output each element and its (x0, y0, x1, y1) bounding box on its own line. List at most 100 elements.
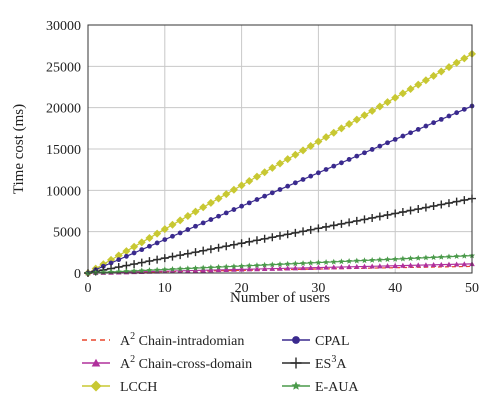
data-point (392, 137, 398, 142)
data-point (214, 194, 223, 203)
data-point (229, 185, 238, 194)
data-point (185, 227, 191, 232)
data-point (253, 262, 260, 268)
data-point (407, 262, 414, 268)
data-point (437, 200, 446, 209)
data-point (168, 220, 177, 229)
data-point (452, 197, 461, 206)
data-point (438, 261, 445, 267)
legend-label: A2 Chain-intradomian (120, 331, 244, 349)
data-point (154, 240, 160, 246)
y-tick-label: 15000 (46, 143, 81, 158)
y-tick-label: 0 (74, 267, 81, 282)
data-point (231, 207, 237, 212)
data-point (252, 236, 261, 245)
data-point (245, 237, 254, 246)
plot-frame (87, 24, 473, 274)
data-point (261, 266, 268, 272)
data-point (330, 264, 337, 270)
data-point (314, 224, 323, 233)
data-point (306, 225, 315, 234)
data-point (398, 89, 407, 98)
data-point (245, 176, 254, 185)
data-point (92, 269, 99, 276)
legend-marker (290, 357, 302, 369)
data-point (423, 262, 429, 268)
data-point (284, 260, 291, 267)
data-point (116, 257, 122, 263)
legend-entry: ES3A (282, 354, 347, 372)
data-point (183, 212, 192, 221)
data-point (176, 216, 185, 225)
data-point (300, 265, 306, 271)
data-point (299, 146, 308, 155)
data-point (444, 63, 453, 72)
y-tick-label: 10000 (46, 184, 81, 199)
data-point (415, 126, 421, 132)
data-point (223, 210, 229, 216)
data-point (331, 163, 337, 169)
data-point (415, 254, 422, 261)
data-point (429, 202, 438, 211)
data-point (354, 153, 360, 159)
data-point (145, 257, 154, 266)
data-point (406, 206, 415, 215)
legend-entry: CPAL (282, 334, 350, 349)
data-point (222, 242, 231, 251)
data-point (292, 180, 298, 186)
data-point (360, 111, 369, 120)
data-point (237, 181, 246, 190)
data-point (170, 233, 175, 239)
data-point (337, 219, 346, 228)
data-point (223, 263, 230, 270)
data-point (423, 123, 429, 129)
data-point (414, 80, 423, 89)
data-point (307, 259, 314, 266)
data-point (184, 265, 191, 272)
data-point (369, 256, 376, 263)
data-point (454, 110, 460, 116)
data-point (323, 167, 329, 172)
data-point (215, 263, 222, 270)
data-point (446, 261, 452, 267)
data-point (352, 216, 361, 225)
data-point (377, 263, 383, 269)
data-point (177, 265, 184, 272)
data-point (338, 258, 345, 265)
data-point (229, 240, 238, 249)
legend-marker (292, 336, 300, 344)
data-point (269, 265, 276, 271)
data-point (437, 67, 446, 76)
data-point (452, 58, 461, 67)
data-point (307, 264, 314, 270)
data-point (254, 266, 260, 272)
legend-entry: A2 Chain-cross-domain (82, 354, 252, 372)
data-point (369, 147, 375, 152)
data-point (460, 54, 469, 63)
data-point (308, 173, 314, 179)
data-point (323, 264, 329, 270)
data-point (453, 253, 460, 259)
data-point (460, 196, 469, 205)
data-point (276, 159, 284, 168)
data-point (216, 213, 221, 219)
legend-entry: A2 Chain-intradomian (82, 331, 244, 349)
data-point (260, 168, 269, 177)
data-point (208, 217, 214, 222)
data-point (339, 160, 344, 166)
data-point (292, 265, 299, 271)
data-point (398, 207, 407, 216)
data-point (237, 239, 246, 248)
data-point (131, 267, 138, 274)
data-point (421, 203, 430, 212)
series-4 (84, 194, 476, 277)
data-point (169, 268, 176, 274)
data-point (239, 203, 245, 209)
data-point (124, 253, 129, 259)
data-point (407, 255, 414, 262)
data-point (199, 203, 208, 212)
data-point (206, 245, 215, 254)
data-point (200, 264, 207, 271)
data-point (222, 190, 231, 199)
data-point (269, 261, 276, 268)
